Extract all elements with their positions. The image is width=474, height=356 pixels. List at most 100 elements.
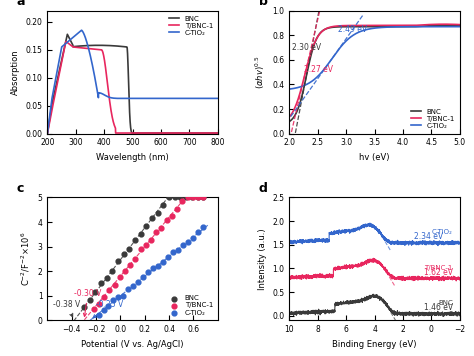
BNC bbox=[165, 195, 173, 200]
T/BNC-1 bbox=[286, 276, 292, 280]
BNC bbox=[126, 246, 133, 251]
BNC bbox=[171, 195, 179, 200]
Text: 1.62 eV: 1.62 eV bbox=[424, 268, 453, 277]
Line: T/BNC-1: T/BNC-1 bbox=[47, 42, 218, 134]
T/BNC-1 bbox=[323, 274, 328, 278]
BNC bbox=[80, 304, 88, 310]
Y-axis label: $(\alpha hv)^{0.5}$: $(\alpha hv)^{0.5}$ bbox=[254, 56, 267, 89]
T/BNC-1 bbox=[106, 287, 113, 292]
BNC bbox=[457, 24, 463, 28]
BNC bbox=[181, 131, 186, 135]
C-TiO₂ bbox=[170, 249, 177, 255]
C-TiO₂ bbox=[435, 244, 441, 248]
BNC bbox=[323, 308, 328, 312]
T/BNC-1 bbox=[181, 131, 186, 135]
T/BNC-1 bbox=[45, 131, 50, 136]
C-TiO₂ bbox=[379, 232, 384, 237]
T/BNC-1 bbox=[132, 256, 139, 262]
BNC bbox=[292, 311, 297, 315]
BNC bbox=[64, 32, 70, 36]
T/BNC-1 bbox=[142, 242, 150, 248]
BNC bbox=[131, 237, 139, 243]
T/BNC-1 bbox=[457, 278, 463, 282]
T/BNC-1 bbox=[173, 206, 181, 212]
BNC bbox=[370, 292, 376, 296]
C-TiO₂ bbox=[114, 96, 119, 100]
Text: -0.30 V: -0.30 V bbox=[74, 289, 101, 316]
T/BNC-1 bbox=[111, 282, 118, 288]
BNC bbox=[367, 25, 373, 29]
T/BNC-1 bbox=[114, 131, 119, 135]
BNC bbox=[182, 195, 190, 200]
T/BNC-1 bbox=[367, 23, 373, 27]
Line: C-TiO₂: C-TiO₂ bbox=[47, 30, 218, 134]
C-TiO₂ bbox=[79, 28, 84, 32]
Legend: BNC, T/BNC-1, C-TiO₂: BNC, T/BNC-1, C-TiO₂ bbox=[167, 294, 214, 317]
BNC bbox=[379, 25, 384, 29]
T/BNC-1 bbox=[116, 274, 124, 279]
C-TiO₂ bbox=[145, 269, 152, 275]
Text: C-TiO₂: C-TiO₂ bbox=[432, 229, 453, 235]
C-TiO₂ bbox=[95, 313, 102, 318]
BNC bbox=[440, 314, 446, 319]
BNC bbox=[103, 275, 110, 281]
T/BNC-1 bbox=[95, 301, 103, 307]
C-TiO₂ bbox=[105, 303, 112, 309]
C-TiO₂ bbox=[109, 297, 117, 303]
BNC bbox=[143, 223, 150, 229]
BNC bbox=[178, 131, 183, 135]
Legend: BNC, T/BNC-1, C-TiO₂: BNC, T/BNC-1, C-TiO₂ bbox=[409, 107, 456, 130]
Y-axis label: C$^{-2}$/F$^{-2}$$\times$10$^6$: C$^{-2}$/F$^{-2}$$\times$10$^6$ bbox=[20, 232, 32, 286]
C-TiO₂ bbox=[448, 240, 454, 244]
T/BNC-1 bbox=[292, 276, 297, 281]
C-TiO₂ bbox=[150, 265, 157, 271]
C-TiO₂ bbox=[453, 25, 458, 29]
T/BNC-1 bbox=[153, 229, 160, 235]
BNC bbox=[177, 195, 184, 200]
C-TiO₂ bbox=[379, 25, 384, 30]
Text: 2.49 eV: 2.49 eV bbox=[337, 25, 367, 33]
BNC bbox=[453, 23, 459, 28]
T/BNC-1 bbox=[379, 262, 384, 267]
BNC bbox=[441, 23, 447, 27]
T/BNC-1 bbox=[448, 276, 454, 280]
BNC bbox=[426, 23, 432, 28]
T/BNC-1 bbox=[178, 131, 183, 135]
BNC bbox=[160, 203, 167, 208]
T/BNC-1 bbox=[162, 131, 167, 135]
Text: BNC: BNC bbox=[438, 300, 453, 306]
C-TiO₂ bbox=[292, 238, 297, 242]
T/BNC-1 bbox=[137, 247, 145, 252]
T/BNC-1 bbox=[168, 213, 176, 219]
BNC bbox=[215, 131, 221, 135]
Text: -0.38 V: -0.38 V bbox=[54, 300, 81, 317]
BNC bbox=[374, 295, 380, 299]
C-TiO₂ bbox=[119, 293, 127, 298]
C-TiO₂ bbox=[292, 240, 297, 244]
BNC bbox=[148, 215, 156, 221]
BNC bbox=[120, 44, 126, 49]
BNC bbox=[109, 268, 116, 273]
BNC bbox=[194, 195, 201, 200]
Text: 1.46 eV: 1.46 eV bbox=[424, 303, 454, 312]
BNC bbox=[379, 296, 384, 300]
X-axis label: Binding Energy (eV): Binding Energy (eV) bbox=[332, 340, 417, 349]
C-TiO₂ bbox=[178, 96, 183, 100]
C-TiO₂ bbox=[374, 228, 380, 232]
Text: 2.34 eV: 2.34 eV bbox=[414, 232, 444, 241]
C-TiO₂ bbox=[160, 259, 167, 265]
T/BNC-1 bbox=[147, 237, 155, 243]
Text: 2.27 eV: 2.27 eV bbox=[303, 65, 333, 74]
T/BNC-1 bbox=[120, 131, 126, 135]
Line: C-TiO₂: C-TiO₂ bbox=[289, 223, 460, 246]
C-TiO₂ bbox=[62, 42, 68, 46]
C-TiO₂ bbox=[180, 242, 187, 248]
C-TiO₂ bbox=[125, 286, 132, 292]
C-TiO₂ bbox=[164, 254, 172, 260]
BNC bbox=[188, 195, 196, 200]
T/BNC-1 bbox=[374, 259, 380, 263]
C-TiO₂ bbox=[367, 221, 373, 225]
T/BNC-1 bbox=[379, 23, 384, 27]
T/BNC-1 bbox=[127, 262, 134, 268]
T/BNC-1 bbox=[426, 22, 432, 27]
